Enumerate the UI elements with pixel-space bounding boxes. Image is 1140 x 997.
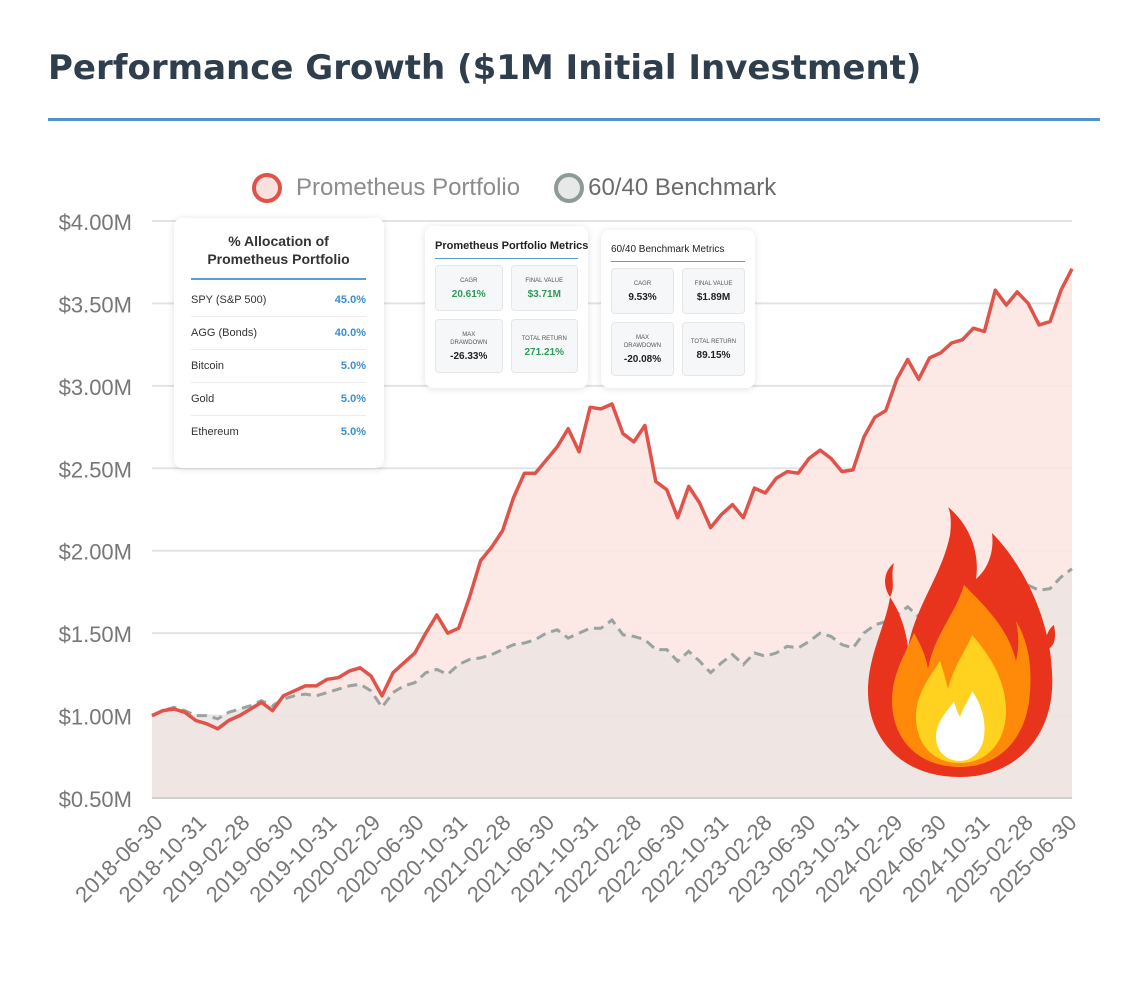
metric-total-return: TOTAL RETURN 89.15% — [682, 322, 745, 376]
title-divider — [48, 118, 1100, 121]
allocation-name: SPY (S&P 500) — [191, 294, 267, 306]
benchmark-metrics-title: 60/40 Benchmark Metrics — [611, 244, 745, 262]
allocation-name: Bitcoin — [191, 360, 225, 372]
metric-max-drawdown: MAX DRAWDOWN -26.33% — [435, 319, 503, 373]
metric-final-value: FINAL VALUE $1.89M — [682, 268, 745, 314]
y-tick-label: $3.00M — [59, 375, 132, 400]
allocation-row: Bitcoin 5.0% — [191, 350, 366, 383]
y-tick-label: $2.50M — [59, 457, 132, 482]
allocation-value: 5.0% — [340, 393, 366, 405]
legend-swatch-portfolio — [252, 173, 282, 203]
allocation-card: % Allocation of Prometheus Portfolio SPY… — [174, 218, 384, 468]
chart-legend: Prometheus Portfolio 60/40 Benchmark — [252, 168, 776, 208]
metric-final-value: FINAL VALUE $3.71M — [510, 265, 578, 311]
allocation-name: AGG (Bonds) — [191, 327, 258, 339]
fire-icon — [868, 507, 1056, 777]
y-tick-label: $1.00M — [59, 705, 132, 730]
allocation-row: Gold 5.0% — [191, 383, 366, 416]
metric-value: -20.08% — [623, 353, 662, 365]
portfolio-metrics-title: Prometheus Portfolio Metrics — [435, 240, 588, 259]
page-title: Performance Growth ($1M Initial Investme… — [48, 48, 922, 88]
allocation-name: Ethereum — [191, 426, 239, 438]
portfolio-line — [151, 267, 1074, 731]
metric-value: 271.21% — [524, 346, 564, 358]
legend-item-benchmark[interactable]: 60/40 Benchmark — [520, 173, 776, 203]
portfolio-metrics-card: Prometheus Portfolio Metrics CAGR 20.61%… — [425, 226, 588, 388]
metric-value: $3.71M — [527, 288, 561, 300]
metric-cagr: CAGR 9.53% — [611, 268, 674, 314]
metric-value: -26.33% — [450, 350, 488, 362]
metric-label: CAGR — [460, 277, 478, 284]
benchmark-metrics-card: 60/40 Benchmark Metrics CAGR 9.53% FINAL… — [601, 230, 755, 388]
metric-label: MAX DRAWDOWN — [623, 334, 662, 349]
benchmark-area — [152, 568, 1072, 798]
metric-cagr: CAGR 20.61% — [435, 265, 503, 311]
metric-label: FINAL VALUE — [525, 277, 564, 284]
legend-label-benchmark: 60/40 Benchmark — [588, 174, 777, 201]
legend-label-portfolio: Prometheus Portfolio — [296, 174, 521, 201]
metric-value: 89.15% — [696, 349, 731, 361]
y-tick-label: $3.50M — [59, 292, 132, 317]
y-tick-label: $2.00M — [59, 540, 132, 565]
metric-value: 9.53% — [628, 291, 657, 303]
metric-value: 20.61% — [451, 288, 486, 300]
allocation-row: SPY (S&P 500) 45.0% — [191, 284, 366, 317]
y-tick-label: $0.50M — [59, 787, 132, 812]
metric-label: TOTAL RETURN — [690, 338, 737, 345]
legend-item-portfolio[interactable]: Prometheus Portfolio — [252, 173, 520, 203]
allocation-title: % Allocation of Prometheus Portfolio — [191, 232, 366, 280]
allocation-value: 40.0% — [334, 327, 366, 339]
metric-total-return: TOTAL RETURN 271.21% — [510, 319, 578, 373]
metric-label: FINAL VALUE — [694, 280, 733, 287]
metric-max-drawdown: MAX DRAWDOWN -20.08% — [611, 322, 674, 376]
metric-label: MAX DRAWDOWN — [450, 331, 488, 346]
allocation-row: AGG (Bonds) 40.0% — [191, 317, 366, 350]
metric-label: CAGR — [633, 280, 652, 287]
metric-value: $1.89M — [696, 291, 731, 303]
allocation-name: Gold — [191, 393, 215, 405]
metric-label: TOTAL RETURN — [521, 335, 567, 342]
allocation-value: 5.0% — [340, 426, 366, 438]
allocation-value: 45.0% — [334, 294, 366, 306]
allocation-value: 5.0% — [340, 360, 366, 372]
allocation-row: Ethereum 5.0% — [191, 416, 366, 448]
legend-swatch-benchmark — [554, 173, 585, 203]
y-tick-label: $4.00M — [59, 210, 132, 235]
y-tick-label: $1.50M — [59, 622, 132, 647]
